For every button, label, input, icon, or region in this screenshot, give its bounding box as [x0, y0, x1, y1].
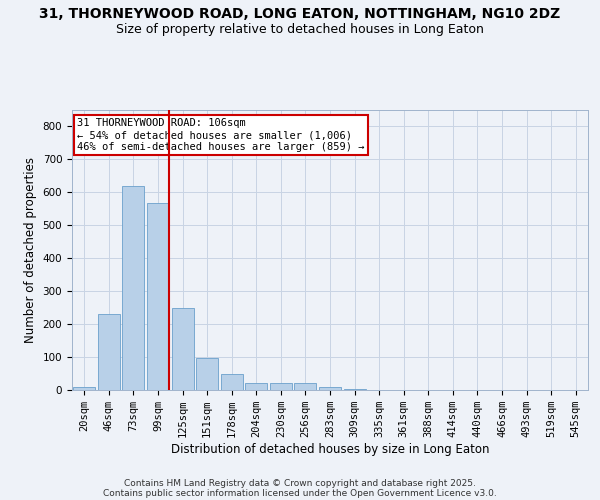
Bar — [319, 388, 341, 390]
Text: Size of property relative to detached houses in Long Eaton: Size of property relative to detached ho… — [116, 22, 484, 36]
Y-axis label: Number of detached properties: Number of detached properties — [24, 157, 37, 343]
Bar — [98, 314, 120, 390]
Text: 31 THORNEYWOOD ROAD: 106sqm
← 54% of detached houses are smaller (1,006)
46% of : 31 THORNEYWOOD ROAD: 106sqm ← 54% of det… — [77, 118, 365, 152]
Text: Contains HM Land Registry data © Crown copyright and database right 2025.: Contains HM Land Registry data © Crown c… — [124, 478, 476, 488]
Bar — [122, 186, 145, 390]
Bar — [221, 374, 243, 390]
Bar — [73, 388, 95, 390]
Bar — [344, 389, 365, 390]
X-axis label: Distribution of detached houses by size in Long Eaton: Distribution of detached houses by size … — [171, 443, 489, 456]
Bar — [147, 203, 169, 390]
Text: 31, THORNEYWOOD ROAD, LONG EATON, NOTTINGHAM, NG10 2DZ: 31, THORNEYWOOD ROAD, LONG EATON, NOTTIN… — [40, 8, 560, 22]
Bar — [196, 358, 218, 390]
Text: Contains public sector information licensed under the Open Government Licence v3: Contains public sector information licen… — [103, 488, 497, 498]
Bar — [295, 383, 316, 390]
Bar — [245, 384, 268, 390]
Bar — [172, 308, 194, 390]
Bar — [270, 384, 292, 390]
